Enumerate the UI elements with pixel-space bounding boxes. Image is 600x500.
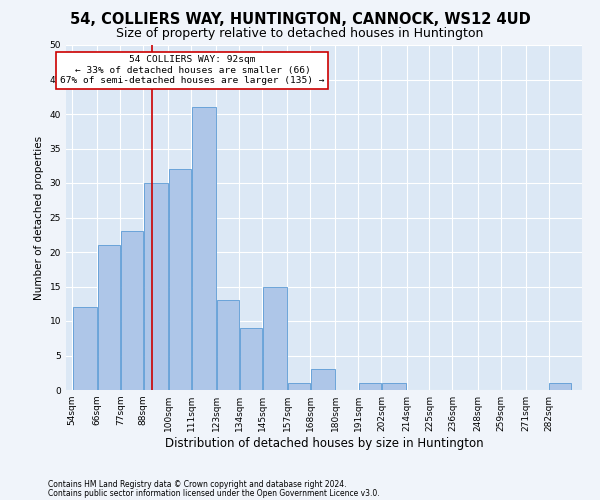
Text: 54 COLLIERS WAY: 92sqm
← 33% of detached houses are smaller (66)
67% of semi-det: 54 COLLIERS WAY: 92sqm ← 33% of detached… <box>60 56 325 85</box>
Bar <box>98 245 120 390</box>
Text: 54, COLLIERS WAY, HUNTINGTON, CANNOCK, WS12 4UD: 54, COLLIERS WAY, HUNTINGTON, CANNOCK, W… <box>70 12 530 28</box>
Bar <box>549 383 571 390</box>
Bar <box>263 286 287 390</box>
Bar <box>217 300 239 390</box>
Bar <box>143 183 168 390</box>
Text: Contains HM Land Registry data © Crown copyright and database right 2024.: Contains HM Land Registry data © Crown c… <box>48 480 347 489</box>
Bar <box>73 307 97 390</box>
Bar <box>192 107 216 390</box>
Bar <box>288 383 310 390</box>
Bar <box>121 232 143 390</box>
Bar <box>311 370 335 390</box>
Bar <box>240 328 262 390</box>
Text: Size of property relative to detached houses in Huntington: Size of property relative to detached ho… <box>116 28 484 40</box>
X-axis label: Distribution of detached houses by size in Huntington: Distribution of detached houses by size … <box>164 437 484 450</box>
Bar <box>382 383 406 390</box>
Bar <box>169 169 191 390</box>
Y-axis label: Number of detached properties: Number of detached properties <box>34 136 44 300</box>
Bar <box>359 383 381 390</box>
Text: Contains public sector information licensed under the Open Government Licence v3: Contains public sector information licen… <box>48 488 380 498</box>
